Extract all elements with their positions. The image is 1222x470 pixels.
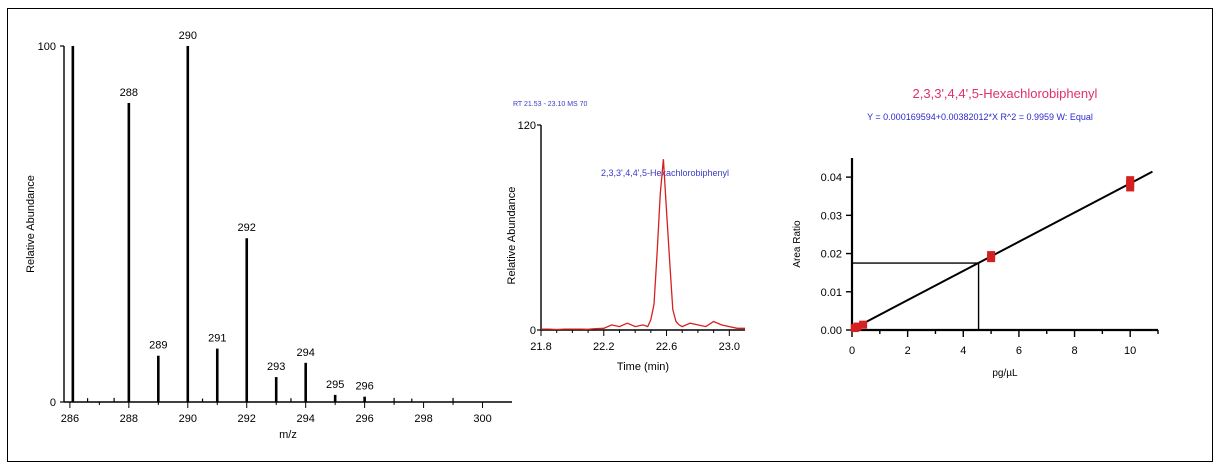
chrom-header: RT 21.53 - 23.10 MS 70 (513, 101, 588, 108)
cal-y-tick-label: 0.02 (821, 249, 842, 261)
ms-x-tick-label: 290 (179, 413, 197, 425)
cal-x-tick-label: 4 (960, 345, 966, 357)
chrom-trace (541, 159, 745, 331)
ms-y-tick-label: 0 (50, 397, 56, 409)
cal-x-tick-label: 2 (905, 345, 911, 357)
ms-peak-label: 291 (208, 333, 226, 345)
chrom-x-tick-label: 22.6 (656, 341, 677, 353)
ms-x-tick-label: 294 (297, 413, 315, 425)
cal-x-tick-label: 8 (1071, 345, 1077, 357)
chrom-x-tick-label: 21.8 (530, 341, 551, 353)
ms-peak-label: 288 (120, 87, 138, 99)
cal-equation: Y = 0.000169594+0.00382012*X R^2 = 0.995… (867, 112, 1093, 122)
ms-x-tick-label: 292 (238, 413, 256, 425)
chrom-y-tick-label: 0 (530, 325, 536, 337)
ms-x-tick-label: 298 (414, 413, 432, 425)
cal-point (987, 251, 996, 260)
ms-x-tick-label: 300 (473, 413, 491, 425)
cal-y-tick-label: 0.03 (821, 210, 842, 222)
cal-fit-line (851, 170, 1153, 331)
cal-x-tick-label: 0 (849, 345, 855, 357)
ms-peak-label: 295 (326, 379, 344, 391)
cal-title: 2,3,3',4,4',5-Hexachlorobiphenyl (913, 86, 1098, 101)
ms-y-axis-label: Relative Abundance (25, 175, 37, 273)
cal-y-tick-label: 0.04 (821, 172, 842, 184)
cal-x-axis-label: pg/µL (992, 368, 1018, 379)
ms-x-axis-label: m/z (279, 429, 297, 441)
ms-x-tick-label: 296 (355, 413, 373, 425)
figure-frame (7, 8, 1213, 462)
chrom-x-axis-label: Time (min) (617, 361, 669, 373)
cal-point (853, 322, 862, 331)
cal-x-tick-label: 6 (1016, 345, 1022, 357)
ms-y-tick-label: 100 (38, 41, 56, 53)
cal-y-axis-label: Area Ratio (792, 220, 803, 268)
ms-peak-label: 290 (179, 30, 197, 42)
chrom-x-tick-label: 22.2 (593, 341, 614, 353)
ms-peak-label: 292 (238, 222, 256, 234)
cal-y-tick-label: 0.01 (821, 287, 842, 299)
chrom-annotation: 2,3,3',4,4',5-Hexachlorobiphenyl (601, 168, 729, 178)
chrom-y-axis-label: Relative Abundance (506, 187, 518, 285)
ms-peak-label: 294 (297, 347, 315, 359)
ms-x-tick-label: 286 (61, 413, 79, 425)
ms-peak-label: 296 (355, 381, 373, 393)
cal-point (859, 320, 868, 329)
ms-peak-label: 289 (149, 340, 167, 352)
ms-x-tick-label: 288 (120, 413, 138, 425)
chrom-x-tick-label: 23.0 (719, 341, 740, 353)
cal-x-tick-label: 10 (1124, 345, 1136, 357)
cal-point (1126, 176, 1135, 185)
cal-y-tick-label: 0.00 (821, 325, 842, 337)
ms-peak-label: 293 (267, 361, 285, 373)
chrom-y-tick-label: 120 (518, 120, 536, 132)
